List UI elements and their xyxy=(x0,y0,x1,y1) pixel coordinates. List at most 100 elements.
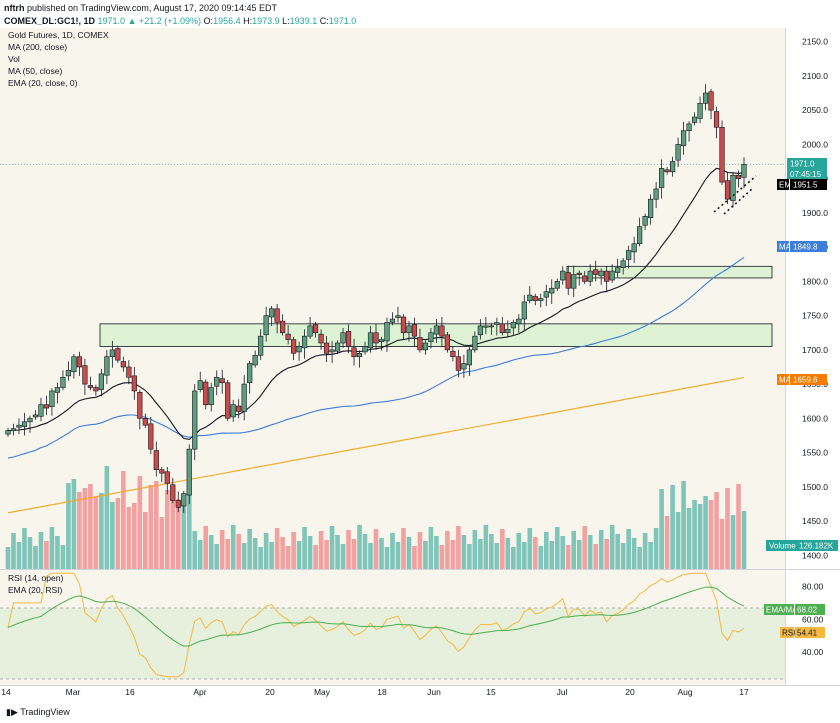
candle-body[interactable] xyxy=(735,174,742,179)
candle-body[interactable] xyxy=(450,350,456,358)
candle-body[interactable] xyxy=(269,308,275,318)
candle-body[interactable] xyxy=(274,308,280,323)
candle-body[interactable] xyxy=(164,471,170,484)
candle-body[interactable] xyxy=(582,275,588,282)
candle-body[interactable] xyxy=(296,346,302,353)
candle-body[interactable] xyxy=(219,378,225,384)
candle-body[interactable] xyxy=(461,363,467,370)
candle-body[interactable] xyxy=(93,387,99,392)
price-axis[interactable]: 1400.01450.01500.01550.01600.01650.01700… xyxy=(802,37,828,657)
candle-body[interactable] xyxy=(16,424,22,428)
candle-body[interactable] xyxy=(104,356,110,376)
candle-body[interactable] xyxy=(32,414,39,418)
legend-ma200[interactable]: MA (200, close) xyxy=(8,42,67,52)
candle-body[interactable] xyxy=(730,174,736,201)
candle-body[interactable] xyxy=(345,331,352,347)
candle-body[interactable] xyxy=(439,325,445,337)
candle-body[interactable] xyxy=(137,392,143,419)
candle-body[interactable] xyxy=(285,333,291,340)
candle-body[interactable] xyxy=(505,329,511,334)
candle-body[interactable] xyxy=(192,390,198,450)
candle-body[interactable] xyxy=(659,168,665,188)
candle-body[interactable] xyxy=(323,342,330,354)
candle-body[interactable] xyxy=(120,361,126,368)
candle-body[interactable] xyxy=(203,381,209,405)
candle-body[interactable] xyxy=(713,111,720,128)
candle-body[interactable] xyxy=(620,260,626,268)
candle-body[interactable] xyxy=(197,380,203,390)
candle-body[interactable] xyxy=(43,404,50,409)
symbol-name[interactable]: COMEX_DL:GC1!, 1D xyxy=(4,16,96,26)
candle-body[interactable] xyxy=(27,418,33,423)
candle-body[interactable] xyxy=(65,370,72,377)
candle-body[interactable] xyxy=(21,421,28,427)
candle-body[interactable] xyxy=(576,272,582,275)
candle-body[interactable] xyxy=(604,270,610,282)
candle-body[interactable] xyxy=(131,375,137,392)
candle-body[interactable] xyxy=(258,335,264,356)
candle-body[interactable] xyxy=(384,322,390,342)
candle-body[interactable] xyxy=(181,493,187,507)
candle-body[interactable] xyxy=(697,103,703,119)
candle-body[interactable] xyxy=(208,387,214,405)
candle-body[interactable] xyxy=(527,294,533,301)
legend-ema20[interactable]: EMA (20, close, 0) xyxy=(8,78,78,88)
ma200-line[interactable] xyxy=(7,376,745,514)
candle-body[interactable] xyxy=(494,322,500,325)
candle-body[interactable] xyxy=(148,423,154,450)
ma50-line[interactable] xyxy=(7,256,745,459)
candle-body[interactable] xyxy=(680,130,687,147)
candle-body[interactable] xyxy=(609,270,615,281)
candle-body[interactable] xyxy=(642,216,648,226)
candle-body[interactable] xyxy=(708,91,714,111)
candle-body[interactable] xyxy=(247,363,253,384)
candle-body[interactable] xyxy=(521,301,527,320)
candle-body[interactable] xyxy=(378,339,385,342)
candle-body[interactable] xyxy=(362,346,368,353)
candle-body[interactable] xyxy=(615,267,621,273)
candle-body[interactable] xyxy=(291,339,297,354)
candle-body[interactable] xyxy=(691,116,698,123)
candle-body[interactable] xyxy=(334,342,341,352)
candle-body[interactable] xyxy=(626,250,632,260)
candle-body[interactable] xyxy=(422,342,429,351)
candle-body[interactable] xyxy=(549,287,555,294)
candle-body[interactable] xyxy=(428,332,434,342)
candle-body[interactable] xyxy=(186,448,192,496)
candle-body[interactable] xyxy=(10,428,17,431)
candle-body[interactable] xyxy=(367,332,374,349)
chart-canvas[interactable]: 1400.01450.01500.01550.01600.01650.01700… xyxy=(0,28,840,703)
rsi-line[interactable] xyxy=(7,572,745,678)
candle-body[interactable] xyxy=(516,318,522,325)
candle-body[interactable] xyxy=(631,243,637,253)
candle-body[interactable] xyxy=(532,296,538,301)
candle-body[interactable] xyxy=(307,325,313,337)
candle-body[interactable] xyxy=(109,349,115,358)
candle-body[interactable] xyxy=(71,356,77,373)
candle-body[interactable] xyxy=(318,333,324,344)
candle-body[interactable] xyxy=(389,318,396,323)
candle-body[interactable] xyxy=(241,383,247,412)
candle-body[interactable] xyxy=(543,291,549,298)
candle-body[interactable] xyxy=(126,366,132,378)
legend-vol[interactable]: Vol xyxy=(8,54,20,64)
candle-body[interactable] xyxy=(5,430,11,435)
candle-body[interactable] xyxy=(411,324,418,337)
candle-body[interactable] xyxy=(554,281,560,289)
candle-body[interactable] xyxy=(153,450,159,471)
candle-body[interactable] xyxy=(587,270,593,282)
candle-body[interactable] xyxy=(455,356,461,371)
legend-rsi[interactable]: RSI (14, open) xyxy=(8,573,63,583)
candle-body[interactable] xyxy=(263,315,269,336)
publisher-name[interactable]: nftrh xyxy=(4,3,25,13)
candle-body[interactable] xyxy=(301,335,308,349)
candle-body[interactable] xyxy=(214,376,220,387)
time-axis[interactable]: 14 Mar 16 Apr 20 May 18 Jun 15 Jul 20 Aug 17 xyxy=(1,687,749,697)
candle-body[interactable] xyxy=(565,272,571,289)
candle-body[interactable] xyxy=(54,387,61,393)
candle-body[interactable] xyxy=(637,226,643,245)
candle-body[interactable] xyxy=(719,126,725,183)
candle-body[interactable] xyxy=(280,320,286,334)
candle-body[interactable] xyxy=(142,418,148,426)
candle-body[interactable] xyxy=(648,198,654,218)
